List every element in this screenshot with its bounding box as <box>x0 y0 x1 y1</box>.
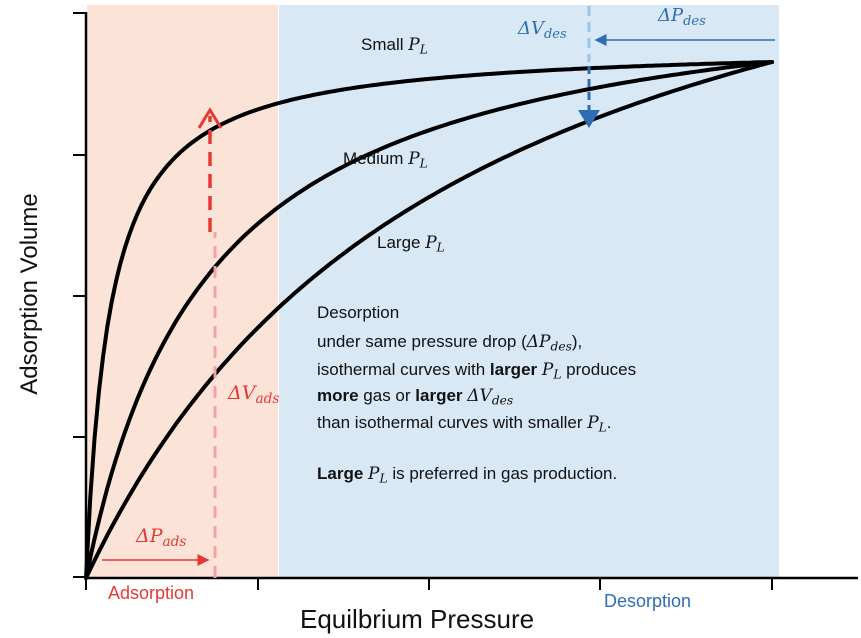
curve-small-pl <box>84 60 774 580</box>
curve-large-pl <box>84 60 774 580</box>
curve-label-medium: Medium PL <box>343 149 428 171</box>
desorption-region-label: Desorption <box>604 591 692 611</box>
delta-v-ads-arrowhead <box>197 107 223 129</box>
description-line-5: Large PL is preferred in gas production. <box>317 464 618 486</box>
description-line-1: under same pressure drop (ΔPdes), <box>317 332 583 354</box>
description-line-2: isothermal curves with larger PL produce… <box>317 360 637 382</box>
y-axis-label: Adsorption Volume <box>16 193 43 395</box>
curve-label-large: Large PL <box>377 233 445 255</box>
delta-p-ads-label: ΔPads <box>136 525 187 551</box>
curve-label-small: Small PL <box>361 35 428 57</box>
delta-p-des-label: ΔPdes <box>658 5 706 29</box>
description-line-3: more gas or larger ΔVdes <box>317 386 514 408</box>
x-axis-label: Equilbrium Pressure <box>300 604 535 634</box>
delta-v-ads-label: ΔVads <box>228 382 280 408</box>
delta-v-des-label: ΔVdes <box>518 18 567 42</box>
curve-medium-pl <box>84 60 774 580</box>
adsorption-region-label: Adsorption <box>108 583 195 603</box>
description-heading: Desorption <box>317 303 400 322</box>
description-line-4: than isothermal curves with smaller PL. <box>317 413 612 435</box>
desorption-region <box>279 5 779 577</box>
adsorption-region <box>87 5 278 577</box>
delta-v-des-arrowhead <box>578 110 600 128</box>
